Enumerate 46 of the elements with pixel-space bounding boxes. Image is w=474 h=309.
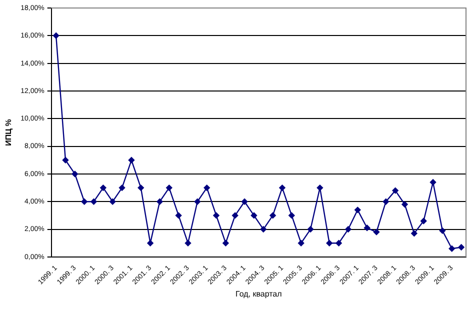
point [194,198,201,205]
point [288,212,295,219]
point [448,246,455,252]
point [147,240,154,246]
point [354,206,361,214]
point [156,198,163,205]
point [118,184,126,191]
point [364,224,370,231]
point [420,218,427,224]
point [382,198,389,205]
x-axis-title: Год, квартал [236,289,282,298]
point [166,184,172,191]
point [279,184,286,191]
y-axis-title: ИПЦ % [4,119,14,146]
point [52,32,60,39]
point [138,184,144,191]
point [392,187,398,194]
point [402,201,408,208]
point [90,198,97,205]
point [81,198,88,205]
point [411,230,418,237]
point [439,228,446,234]
point [62,157,69,164]
point [345,226,352,232]
point [458,244,464,250]
point [128,157,135,164]
point [175,212,182,219]
point [336,240,342,246]
point [316,184,324,191]
point [232,212,238,219]
point [298,240,304,246]
point [110,198,116,205]
point [430,179,436,186]
point [184,240,192,246]
point [241,198,248,205]
point [72,170,78,178]
point [326,240,332,246]
point [307,226,314,232]
point [250,212,258,219]
point [270,212,276,219]
point [100,184,106,191]
point [204,184,210,191]
point [213,212,220,219]
point [373,228,380,236]
point [260,226,266,232]
point [222,240,229,246]
